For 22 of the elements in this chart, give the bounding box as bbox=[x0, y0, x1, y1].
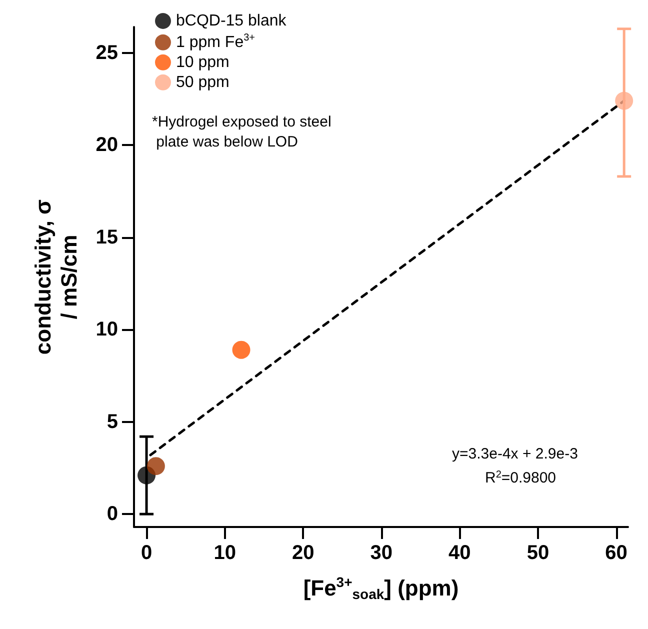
legend-label: 50 ppm bbox=[176, 74, 230, 91]
x-tick-label: 60 bbox=[605, 542, 628, 564]
x-tick-label: 0 bbox=[140, 542, 152, 564]
y-tick-label: 15 bbox=[96, 226, 118, 248]
x-tick-label: 30 bbox=[370, 542, 393, 564]
point bbox=[615, 92, 634, 110]
x-tick-label: 40 bbox=[448, 542, 471, 564]
annotation: y=3.3e-4x + 2.9e-3 bbox=[452, 446, 578, 462]
y-tick-label: 5 bbox=[106, 410, 118, 433]
y-tick-label: 0 bbox=[106, 503, 118, 526]
legend-label: bCQD-15 blank bbox=[176, 12, 288, 30]
x-tick-label: 20 bbox=[292, 542, 314, 564]
point bbox=[232, 340, 250, 359]
y-axis-title: conductivity, σ / mS/cm bbox=[30, 199, 82, 355]
x-tick-label: 10 bbox=[214, 542, 236, 564]
x-tick-label: 50 bbox=[526, 542, 550, 564]
y-tick-label: 10 bbox=[96, 318, 118, 341]
y-tick-label: 25 bbox=[96, 42, 118, 64]
y-tick-label: 20 bbox=[96, 134, 118, 156]
point bbox=[146, 457, 165, 476]
annotation: *Hydrogel exposed to steel plate was below LOD bbox=[152, 114, 332, 150]
legend-label: 10 ppm bbox=[176, 54, 230, 71]
